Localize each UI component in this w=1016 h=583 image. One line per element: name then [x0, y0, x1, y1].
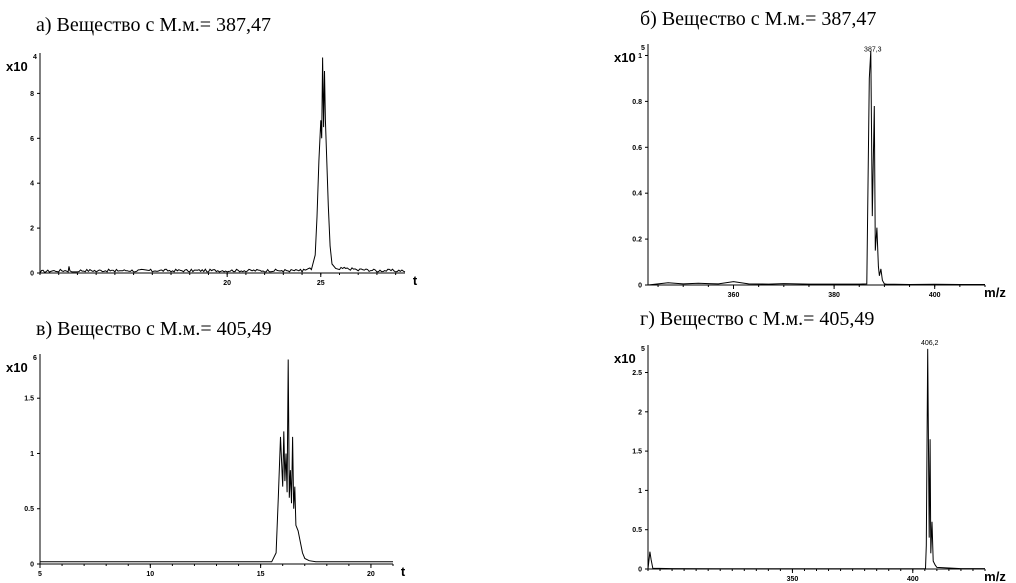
y-tick-label: 0.4	[632, 191, 642, 198]
y-multiplier-base: x10	[614, 351, 636, 366]
y-tick-label: 0.2	[632, 237, 642, 244]
y-tick-label: 2	[638, 409, 642, 416]
y-tick-label: 1.5	[632, 449, 642, 456]
y-tick-label: 4	[30, 181, 34, 188]
x-tick-label: 380	[828, 292, 840, 299]
y-tick-label: 1	[30, 451, 34, 458]
chart-g-title: г) Вещество с М.м.= 405,49	[640, 308, 875, 330]
chart-a-title: а) Вещество с М.м.= 387,47	[36, 14, 272, 36]
x-tick-label: 15	[257, 571, 265, 578]
x-axis-label: t	[401, 564, 406, 579]
x-tick-label: 350	[787, 576, 799, 583]
chart-b-title: б) Вещество с М.м.= 387,47	[640, 8, 877, 30]
series-trace	[39, 57, 406, 274]
y-tick-label: 0.6	[632, 145, 642, 152]
y-multiplier-power: 5	[641, 45, 645, 52]
y-multiplier-power: 4	[33, 54, 37, 61]
series-trace	[647, 50, 985, 286]
x-tick-label: 5	[38, 571, 42, 578]
x-axis-label: m/z	[984, 569, 1006, 583]
y-tick-label: 1	[638, 53, 642, 60]
y-multiplier-base: x10	[6, 59, 28, 74]
x-tick-label: 400	[929, 292, 941, 299]
y-tick-label: 0	[30, 562, 34, 569]
series-trace	[647, 348, 985, 570]
y-tick-label: 2.5	[632, 370, 642, 377]
x-tick-label: 400	[907, 576, 919, 583]
y-tick-label: 0	[30, 271, 34, 278]
x-tick-label: 25	[317, 280, 325, 287]
y-tick-label: 0.8	[632, 99, 642, 106]
y-tick-label: 0	[638, 567, 642, 574]
y-tick-label: 2	[30, 226, 34, 233]
x-tick-label: 20	[223, 280, 231, 287]
y-multiplier-base: x10	[6, 360, 28, 375]
y-multiplier-power: 6	[33, 355, 37, 362]
x-axis-label: m/z	[984, 285, 1006, 300]
y-tick-label: 8	[30, 91, 34, 98]
x-tick-label: 20	[367, 571, 375, 578]
series-trace	[40, 359, 393, 563]
peak-label: 406,2	[921, 340, 939, 347]
y-multiplier-power: 5	[641, 346, 645, 353]
y-tick-label: 0	[638, 283, 642, 290]
y-tick-label: 1	[638, 488, 642, 495]
x-tick-label: 10	[146, 571, 154, 578]
y-tick-label: 0.5	[632, 527, 642, 534]
y-tick-label: 0.5	[24, 506, 34, 513]
x-axis-label: t	[413, 273, 418, 288]
peak-label: 387,3	[864, 46, 882, 53]
y-multiplier-base: x10	[614, 50, 636, 65]
y-tick-label: 6	[30, 136, 34, 143]
chart-v-title: в) Вещество с М.м.= 405,49	[36, 318, 272, 340]
x-tick-label: 360	[728, 292, 740, 299]
y-tick-label: 1.5	[24, 396, 34, 403]
